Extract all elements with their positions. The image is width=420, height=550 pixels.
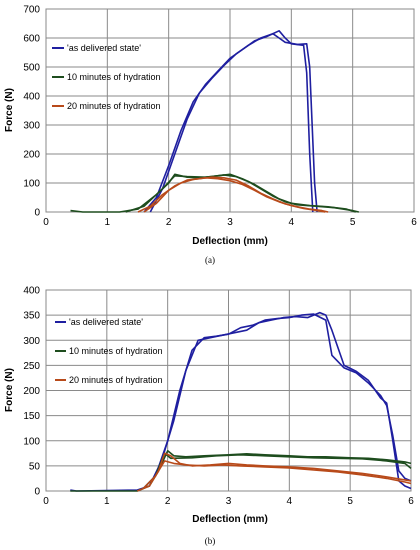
y-tick-label-a-4: 400 bbox=[23, 92, 40, 103]
x-tick-label-b-2: 2 bbox=[165, 496, 171, 507]
x-ticks-a: 0 1 2 3 4 5 6 bbox=[43, 217, 417, 228]
x-tick-label-b-1: 1 bbox=[104, 496, 110, 507]
legend-label-a-2: 20 minutes of hydration bbox=[67, 101, 161, 111]
series-line-a-1-1 bbox=[125, 173, 356, 213]
chart-b: 0 50 100 150 200 250 300 350 400 0 1 2 3 4 5 6 Force (… bbox=[4, 286, 414, 547]
y-tick-label-b-4: 200 bbox=[23, 386, 40, 397]
y-tick-label-b-5: 250 bbox=[23, 361, 40, 372]
caption-a: (a) bbox=[205, 255, 215, 265]
y-tick-label-b-2: 100 bbox=[23, 436, 40, 447]
plot-frame-b bbox=[45, 289, 412, 492]
x-axis-title-a: Deflection (mm) bbox=[192, 236, 268, 247]
y-tick-label-b-1: 50 bbox=[29, 461, 41, 472]
y-axis-title-b: Force (N) bbox=[4, 368, 15, 412]
series-line-b-1-0 bbox=[70, 450, 412, 492]
x-tick-label-a-0: 0 bbox=[43, 217, 49, 228]
chart-a: 0 100 200 300 400 500 600 700 0 1 2 3 4 5 6 Force (N)… bbox=[4, 5, 417, 266]
y-ticks-a: 0 100 200 300 400 500 600 700 bbox=[23, 5, 40, 219]
y-tick-label-a-0: 0 bbox=[34, 208, 40, 219]
y-tick-label-a-1: 100 bbox=[23, 179, 40, 190]
series-line-b-0-1 bbox=[142, 313, 412, 490]
x-ticks-b: 0 1 2 3 4 5 6 bbox=[43, 496, 414, 507]
series-line-b-2-1 bbox=[142, 460, 412, 490]
series-lines-b bbox=[70, 311, 412, 492]
x-tick-label-a-3: 3 bbox=[227, 217, 233, 228]
legend-label-b-2: 20 minutes of hydration bbox=[69, 375, 163, 385]
y-tick-label-a-2: 200 bbox=[23, 150, 40, 161]
series-line-b-2-0 bbox=[136, 452, 412, 492]
x-tick-label-a-2: 2 bbox=[166, 217, 172, 228]
caption-b: (b) bbox=[205, 536, 216, 546]
y-tick-label-a-3: 300 bbox=[23, 121, 40, 132]
x-axis-title-b: Deflection (mm) bbox=[192, 514, 268, 525]
x-tick-label-b-4: 4 bbox=[287, 496, 293, 507]
series-line-a-2-1 bbox=[143, 177, 326, 213]
x-tick-label-a-1: 1 bbox=[105, 217, 111, 228]
legend-label-a-1: 10 minutes of hydration bbox=[67, 72, 161, 82]
legend-a: 'as delivered state' 10 minutes of hydra… bbox=[52, 43, 161, 111]
y-tick-label-b-8: 400 bbox=[23, 286, 40, 297]
y-axis-title-a: Force (N) bbox=[4, 88, 15, 132]
x-tick-label-b-0: 0 bbox=[43, 496, 49, 507]
y-ticks-b: 0 50 100 150 200 250 300 350 400 bbox=[23, 286, 40, 498]
x-tick-label-b-6: 6 bbox=[408, 496, 414, 507]
y-tick-label-a-6: 600 bbox=[23, 34, 40, 45]
grid-a bbox=[45, 8, 415, 213]
legend-label-a-0: 'as delivered state' bbox=[67, 43, 141, 53]
y-tick-label-a-7: 700 bbox=[23, 5, 40, 16]
series-line-a-0-0 bbox=[143, 30, 314, 213]
x-tick-label-a-4: 4 bbox=[289, 217, 295, 228]
y-tick-label-a-5: 500 bbox=[23, 63, 40, 74]
y-tick-label-b-0: 0 bbox=[34, 487, 40, 498]
legend-b: 'as delivered state' 10 minutes of hydra… bbox=[55, 317, 163, 385]
series-line-a-0-1 bbox=[149, 32, 318, 213]
y-tick-label-b-3: 150 bbox=[23, 411, 40, 422]
x-tick-label-a-5: 5 bbox=[350, 217, 356, 228]
plot-frame-a bbox=[45, 8, 415, 213]
series-lines-a bbox=[70, 30, 359, 213]
y-tick-label-b-7: 350 bbox=[23, 311, 40, 322]
legend-label-b-0: 'as delivered state' bbox=[69, 317, 143, 327]
x-tick-label-b-3: 3 bbox=[226, 496, 232, 507]
x-tick-label-b-5: 5 bbox=[347, 496, 353, 507]
x-tick-label-a-6: 6 bbox=[411, 217, 417, 228]
y-tick-label-b-6: 300 bbox=[23, 336, 40, 347]
legend-label-b-1: 10 minutes of hydration bbox=[69, 346, 163, 356]
